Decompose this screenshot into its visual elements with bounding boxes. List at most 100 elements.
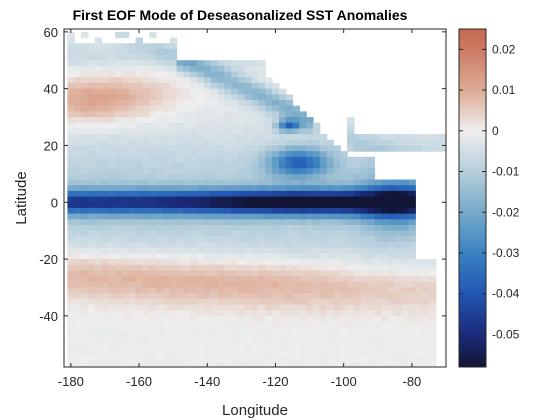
heatmap-cell [197, 259, 205, 266]
heatmap-cell [115, 31, 123, 39]
heatmap-cell [203, 162, 212, 169]
heatmap-cell [312, 202, 321, 209]
heatmap-cell [272, 105, 280, 112]
heatmap-cell [299, 219, 307, 226]
heatmap-cell [360, 213, 369, 220]
heatmap-cell [183, 151, 191, 158]
heatmap-cell [319, 162, 328, 169]
heatmap-cell [142, 276, 150, 283]
heatmap-cell [108, 213, 116, 220]
heatmap-cell [115, 94, 123, 101]
heatmap-cell [224, 202, 232, 209]
heatmap-cell [428, 264, 437, 272]
heatmap-cell [381, 338, 389, 345]
heatmap-cell [169, 321, 178, 328]
heatmap-cell [312, 168, 321, 175]
heatmap-cell [190, 77, 198, 84]
heatmap-cell [156, 145, 164, 152]
heatmap-cell [415, 287, 423, 294]
heatmap-cell [156, 168, 164, 175]
heatmap-cell [231, 253, 239, 260]
heatmap-cell [388, 264, 396, 272]
heatmap-cell [299, 156, 307, 164]
heatmap-cell [408, 190, 416, 198]
heatmap-cell [360, 293, 369, 300]
heatmap-cell [306, 287, 314, 294]
heatmap-cell [333, 321, 341, 328]
heatmap-cell [203, 213, 212, 220]
heatmap-cell [340, 179, 348, 186]
heatmap-cell [408, 242, 416, 249]
heatmap-cell [244, 315, 253, 323]
heatmap-cell [135, 48, 144, 56]
heatmap-cell [162, 105, 171, 112]
heatmap-cell [67, 276, 75, 283]
heatmap-cell [285, 111, 294, 118]
heatmap-cell [149, 71, 157, 78]
heatmap-cell [74, 287, 82, 294]
heatmap-cell [169, 355, 178, 362]
heatmap-cell [388, 361, 396, 367]
heatmap-cell [237, 202, 246, 209]
heatmap-cell [299, 213, 307, 220]
heatmap-cell [415, 310, 423, 317]
heatmap-cell [135, 293, 144, 300]
heatmap-cell [353, 213, 362, 220]
heatmap-cell [217, 259, 225, 266]
heatmap-cell [388, 196, 396, 203]
heatmap-cell [81, 134, 89, 141]
heatmap-cell [217, 139, 225, 147]
heatmap-cell [442, 139, 446, 147]
heatmap-cell [156, 185, 164, 192]
heatmap-cell [312, 287, 321, 294]
heatmap-cell [319, 224, 328, 232]
heatmap-cell [115, 304, 123, 311]
heatmap-cell [87, 128, 96, 135]
heatmap-cell [237, 242, 246, 249]
heatmap-cell [319, 338, 328, 345]
heatmap-cell [224, 179, 232, 186]
heatmap-cell [101, 77, 109, 84]
heatmap-cell [381, 202, 389, 209]
heatmap-cell [142, 156, 150, 164]
heatmap-cell [231, 219, 239, 226]
heatmap-cell [156, 321, 164, 328]
heatmap-cell [244, 151, 253, 158]
heatmap-cell [156, 105, 164, 112]
heatmap-cell [326, 196, 335, 203]
heatmap-cell [115, 168, 123, 175]
heatmap-cell [292, 327, 300, 334]
heatmap-cell [326, 207, 335, 215]
heatmap-cell [237, 60, 246, 67]
heatmap-cell [183, 224, 191, 232]
heatmap-cell [183, 270, 191, 277]
heatmap-cell [94, 207, 103, 215]
heatmap-cell [149, 196, 157, 203]
heatmap-cell [169, 43, 178, 50]
heatmap-cell [388, 287, 396, 294]
heatmap-cell [67, 281, 75, 289]
heatmap-cell [299, 151, 307, 158]
heatmap-cell [367, 242, 375, 249]
heatmap-cell [401, 281, 410, 289]
heatmap-cell [401, 315, 410, 323]
heatmap-cell [401, 253, 410, 260]
heatmap-cell [74, 338, 82, 345]
heatmap-cell [197, 355, 205, 362]
heatmap-cell [67, 196, 75, 203]
heatmap-cell [197, 253, 205, 260]
heatmap-cell [156, 88, 164, 95]
heatmap-cell [360, 242, 369, 249]
heatmap-cell [162, 287, 171, 294]
heatmap-cell [203, 122, 212, 130]
heatmap-cell [367, 213, 375, 220]
heatmap-cell [347, 122, 355, 130]
heatmap-cell [115, 48, 123, 56]
heatmap-cell [67, 71, 75, 78]
heatmap-cell [81, 196, 89, 203]
heatmap-cell [115, 43, 123, 50]
heatmap-cell [121, 88, 130, 95]
heatmap-cell [67, 77, 75, 84]
heatmap-cell [81, 264, 89, 272]
heatmap-cell [156, 327, 164, 334]
